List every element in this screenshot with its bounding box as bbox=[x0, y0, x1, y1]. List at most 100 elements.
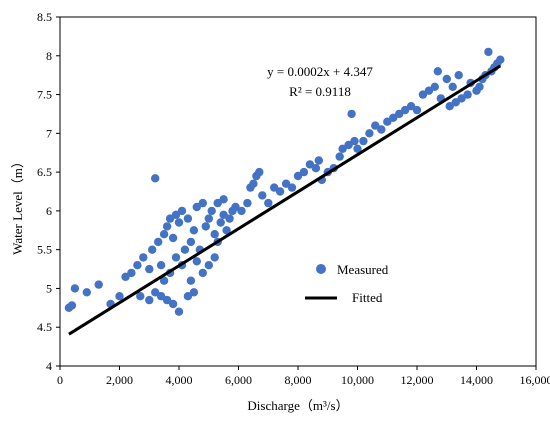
data-point bbox=[171, 253, 181, 262]
data-point bbox=[219, 195, 228, 204]
data-point bbox=[243, 198, 252, 208]
regression-equation: y = 0.0002x + 4.347 bbox=[267, 64, 373, 79]
data-point bbox=[359, 136, 368, 146]
legend-label-measured: Measured bbox=[337, 262, 389, 277]
data-point bbox=[463, 90, 472, 99]
data-point bbox=[183, 292, 193, 301]
y-tick-label: 7.5 bbox=[37, 88, 52, 102]
data-point bbox=[156, 292, 166, 301]
data-point bbox=[412, 105, 422, 115]
data-point bbox=[121, 272, 130, 281]
data-point bbox=[442, 74, 451, 84]
data-point bbox=[177, 206, 187, 216]
data-point bbox=[389, 113, 398, 123]
x-tick-label: 12,000 bbox=[401, 373, 434, 387]
data-point bbox=[186, 276, 196, 285]
data-point bbox=[127, 268, 136, 278]
data-point bbox=[192, 202, 201, 212]
x-axis-ticks: 0 2,000 4,000 6,000 8,000 10,000 12,000 14,000 1… bbox=[57, 366, 550, 387]
data-point bbox=[145, 264, 154, 274]
data-point bbox=[484, 47, 493, 57]
data-point bbox=[305, 160, 315, 169]
x-tick-label: 16,000 bbox=[520, 373, 550, 387]
data-point bbox=[183, 214, 193, 223]
data-point bbox=[174, 218, 184, 227]
data-point bbox=[335, 152, 344, 161]
x-tick-label: 6,000 bbox=[225, 373, 252, 387]
data-point bbox=[496, 55, 505, 64]
data-point bbox=[189, 288, 199, 297]
legend-marker-measured bbox=[316, 264, 326, 274]
y-tick-label: 8.5 bbox=[37, 10, 52, 24]
data-point bbox=[151, 288, 160, 297]
data-point bbox=[201, 222, 210, 231]
data-point bbox=[133, 261, 142, 270]
x-tick-label: 4,000 bbox=[166, 373, 193, 387]
data-point bbox=[264, 198, 273, 208]
y-tick-label: 5 bbox=[46, 281, 52, 295]
data-point bbox=[406, 102, 416, 111]
data-point bbox=[94, 280, 103, 289]
x-axis-label: Discharge（m³/s） bbox=[247, 398, 348, 413]
data-point bbox=[275, 187, 285, 196]
data-point bbox=[350, 136, 359, 146]
data-point bbox=[139, 253, 148, 262]
data-point bbox=[344, 140, 353, 150]
data-point bbox=[186, 237, 196, 247]
y-axis-label: Water Level（m） bbox=[10, 155, 25, 255]
data-point bbox=[162, 295, 172, 305]
data-point bbox=[168, 299, 178, 309]
data-point bbox=[430, 82, 439, 92]
series-measured bbox=[64, 47, 505, 316]
data-point bbox=[210, 230, 219, 239]
data-point bbox=[198, 268, 207, 278]
data-point bbox=[156, 261, 166, 270]
data-point bbox=[70, 284, 80, 293]
y-tick-label: 4.5 bbox=[37, 320, 52, 334]
data-point bbox=[237, 206, 246, 216]
y-tick-label: 6.5 bbox=[37, 165, 52, 179]
data-point bbox=[204, 214, 213, 223]
data-point bbox=[171, 210, 181, 219]
data-point bbox=[454, 71, 463, 80]
data-point bbox=[225, 214, 234, 223]
data-point bbox=[115, 292, 124, 301]
y-tick-label: 4 bbox=[46, 359, 52, 373]
data-point bbox=[189, 226, 199, 235]
data-point bbox=[174, 307, 184, 316]
data-point bbox=[377, 125, 386, 134]
data-point bbox=[210, 253, 219, 262]
data-point bbox=[168, 233, 178, 243]
data-point bbox=[383, 117, 392, 126]
data-point bbox=[400, 105, 410, 115]
data-point bbox=[162, 222, 172, 231]
data-point bbox=[136, 292, 145, 301]
x-tick-label: 0 bbox=[57, 373, 63, 387]
data-point bbox=[451, 98, 460, 107]
data-point bbox=[371, 121, 380, 130]
data-point bbox=[198, 198, 207, 208]
data-point bbox=[204, 261, 213, 270]
x-tick-label: 14,000 bbox=[460, 373, 493, 387]
x-tick-label: 8,000 bbox=[285, 373, 312, 387]
x-tick-label: 10,000 bbox=[341, 373, 374, 387]
y-axis-ticks: 4 4.5 5 5.5 6 6.5 7 7.5 8 8.5 bbox=[37, 10, 60, 373]
data-point bbox=[222, 226, 231, 235]
data-point bbox=[255, 167, 264, 177]
data-point bbox=[82, 288, 92, 297]
data-point bbox=[293, 171, 303, 181]
data-point bbox=[424, 86, 434, 95]
data-point bbox=[418, 90, 428, 99]
y-tick-label: 6 bbox=[46, 204, 52, 218]
data-point bbox=[299, 167, 309, 177]
data-point bbox=[338, 144, 347, 153]
data-point bbox=[365, 129, 374, 138]
data-point bbox=[475, 82, 484, 92]
x-tick-label: 2,000 bbox=[106, 373, 133, 387]
data-point bbox=[159, 276, 169, 285]
y-tick-label: 8 bbox=[46, 49, 52, 63]
data-point bbox=[219, 210, 228, 219]
data-point bbox=[159, 230, 169, 239]
data-point bbox=[148, 245, 157, 254]
